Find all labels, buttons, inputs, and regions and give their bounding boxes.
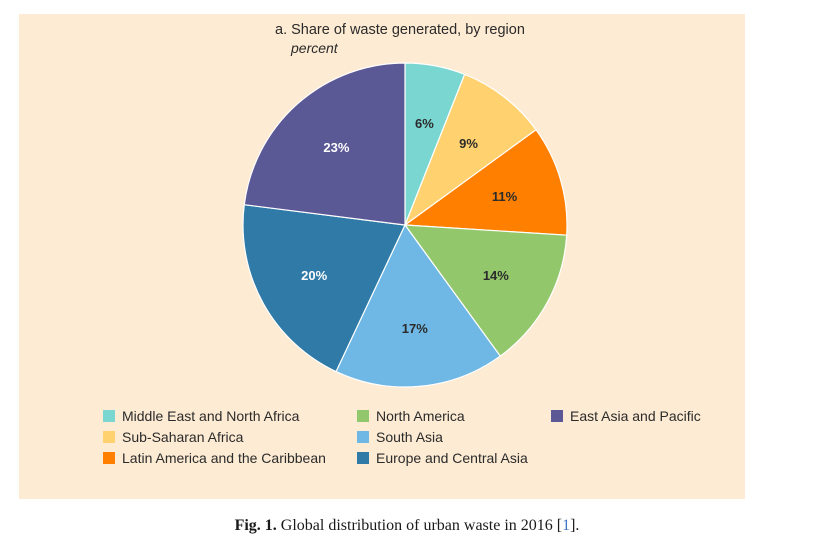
legend-swatch: [103, 410, 115, 422]
pie-slice-label-2: 11%: [492, 189, 518, 204]
legend-item: Latin America and the Caribbean: [103, 450, 326, 466]
legend-item: East Asia and Pacific: [551, 408, 701, 424]
chart-subtitle: percent: [291, 40, 338, 56]
pie-slice-5: [242, 204, 406, 373]
pie-slice-4: [335, 223, 502, 388]
pie-slice-6: [243, 62, 406, 226]
pie-slice-label-6: 23%: [323, 140, 349, 155]
legend-swatch: [551, 410, 563, 422]
legend-swatch: [357, 431, 369, 443]
pie-slice-label-0: 6%: [415, 116, 434, 131]
legend-label: East Asia and Pacific: [570, 408, 701, 424]
caption-end: ].: [570, 517, 580, 534]
pie-slice-label-1: 9%: [459, 136, 478, 151]
legend-item: Europe and Central Asia: [357, 450, 528, 466]
chart-title: a. Share of waste generated, by region: [275, 22, 525, 38]
legend-item: South Asia: [357, 429, 443, 445]
legend-label: Latin America and the Caribbean: [122, 450, 326, 466]
legend-swatch: [357, 410, 369, 422]
legend-item: Sub-Saharan Africa: [103, 429, 243, 445]
pie-slice-1: [403, 73, 537, 227]
pie-slice-label-4: 17%: [402, 321, 428, 336]
pie-slice-label-3: 14%: [483, 268, 509, 283]
legend-label: North America: [376, 408, 465, 424]
legend-swatch: [103, 452, 115, 464]
legend-item: North America: [357, 408, 465, 424]
caption-reference-link[interactable]: 1: [562, 517, 571, 534]
pie-slice-label-5: 20%: [301, 268, 327, 283]
caption-figure-number: Fig. 1.: [234, 517, 277, 534]
caption-text: Global distribution of urban waste in 20…: [276, 517, 563, 534]
pie-slice-2: [403, 128, 568, 236]
legend-item: Middle East and North Africa: [103, 408, 299, 424]
pie-slice-3: [403, 224, 568, 357]
legend-swatch: [357, 452, 369, 464]
legend-label: Europe and Central Asia: [376, 450, 528, 466]
legend-swatch: [103, 431, 115, 443]
legend-label: South Asia: [376, 429, 443, 445]
figure-caption: Fig. 1. Global distribution of urban was…: [0, 517, 814, 535]
legend-label: Sub-Saharan Africa: [122, 429, 244, 445]
legend-label: Middle East and North Africa: [122, 408, 300, 424]
